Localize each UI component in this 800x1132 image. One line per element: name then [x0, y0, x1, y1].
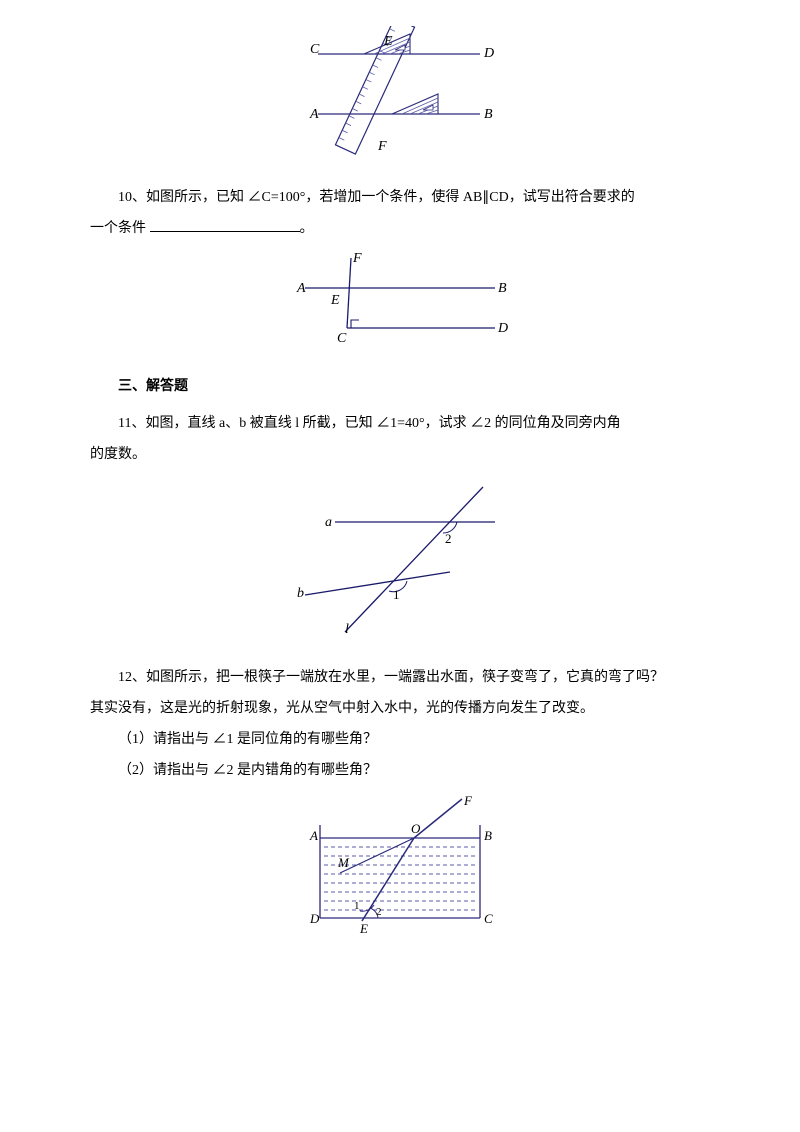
- label-B: B: [498, 281, 507, 296]
- label-1: 1: [393, 587, 400, 602]
- q12-line2: 其实没有，这是光的折射现象，光从空气中射入水中，光的传播方向发生了改变。: [90, 694, 710, 725]
- label-D: D: [483, 46, 494, 61]
- label-D: D: [497, 321, 508, 336]
- label-B: B: [484, 107, 493, 122]
- label-E: E: [330, 293, 340, 308]
- label-l: l: [345, 622, 349, 637]
- label-O: O: [411, 821, 421, 836]
- label-A: A: [309, 828, 318, 843]
- figure-q12-svg: A B D C O F M E 1 2: [290, 793, 510, 943]
- label-n2: 2: [376, 906, 382, 918]
- label-D: D: [309, 911, 320, 926]
- label-M: M: [337, 855, 350, 870]
- label-E: E: [383, 34, 393, 49]
- label-F: F: [463, 793, 473, 808]
- label-C: C: [337, 331, 347, 345]
- label-2: 2: [445, 531, 452, 546]
- blank-fill[interactable]: [150, 217, 300, 232]
- q10-line2-suffix: 。: [300, 221, 314, 236]
- figure-q11: a b l 1 2: [90, 477, 710, 650]
- figure-q9-svg: C E D A B F: [290, 26, 510, 156]
- figure-q9: C E D A B F: [90, 26, 710, 169]
- q10-line1: 10、如图所示，已知 ∠C=100°，若增加一个条件，使得 AB∥CD，试写出符…: [90, 183, 710, 214]
- q12-sub2: （2）请指出与 ∠2 是内错角的有哪些角？: [90, 756, 710, 787]
- q12-sub1: （1）请指出与 ∠1 是同位角的有哪些角？: [90, 725, 710, 756]
- figure-q10: A B E F C D: [90, 250, 710, 358]
- q10-line2: 一个条件 。: [90, 214, 710, 245]
- section-3-title: 三、解答题: [90, 372, 710, 403]
- label-C: C: [310, 42, 320, 57]
- label-n1: 1: [354, 900, 360, 912]
- figure-q10-svg: A B E F C D: [285, 250, 515, 345]
- label-A: A: [309, 107, 319, 122]
- q11-line2: 的度数。: [90, 440, 710, 471]
- label-B: B: [484, 828, 492, 843]
- label-b: b: [297, 586, 304, 601]
- label-A: A: [296, 281, 306, 296]
- label-a: a: [325, 515, 332, 530]
- figure-q11-svg: a b l 1 2: [285, 477, 515, 637]
- label-C: C: [484, 911, 493, 926]
- q11-line1: 11、如图，直线 a、b 被直线 l 所截，已知 ∠1=40°，试求 ∠2 的同…: [90, 409, 710, 440]
- q12-line1: 12、如图所示，把一根筷子一端放在水里，一端露出水面，筷子变弯了，它真的弯了吗？: [90, 663, 710, 694]
- label-F: F: [352, 251, 362, 266]
- figure-q12: A B D C O F M E 1 2: [90, 793, 710, 956]
- q10-line2-prefix: 一个条件: [90, 221, 146, 236]
- label-F: F: [377, 139, 387, 154]
- label-E: E: [359, 921, 368, 936]
- document-page: C E D A B F 10、如图所示，已知 ∠C=100°，若增加一个条件，使…: [0, 0, 800, 1029]
